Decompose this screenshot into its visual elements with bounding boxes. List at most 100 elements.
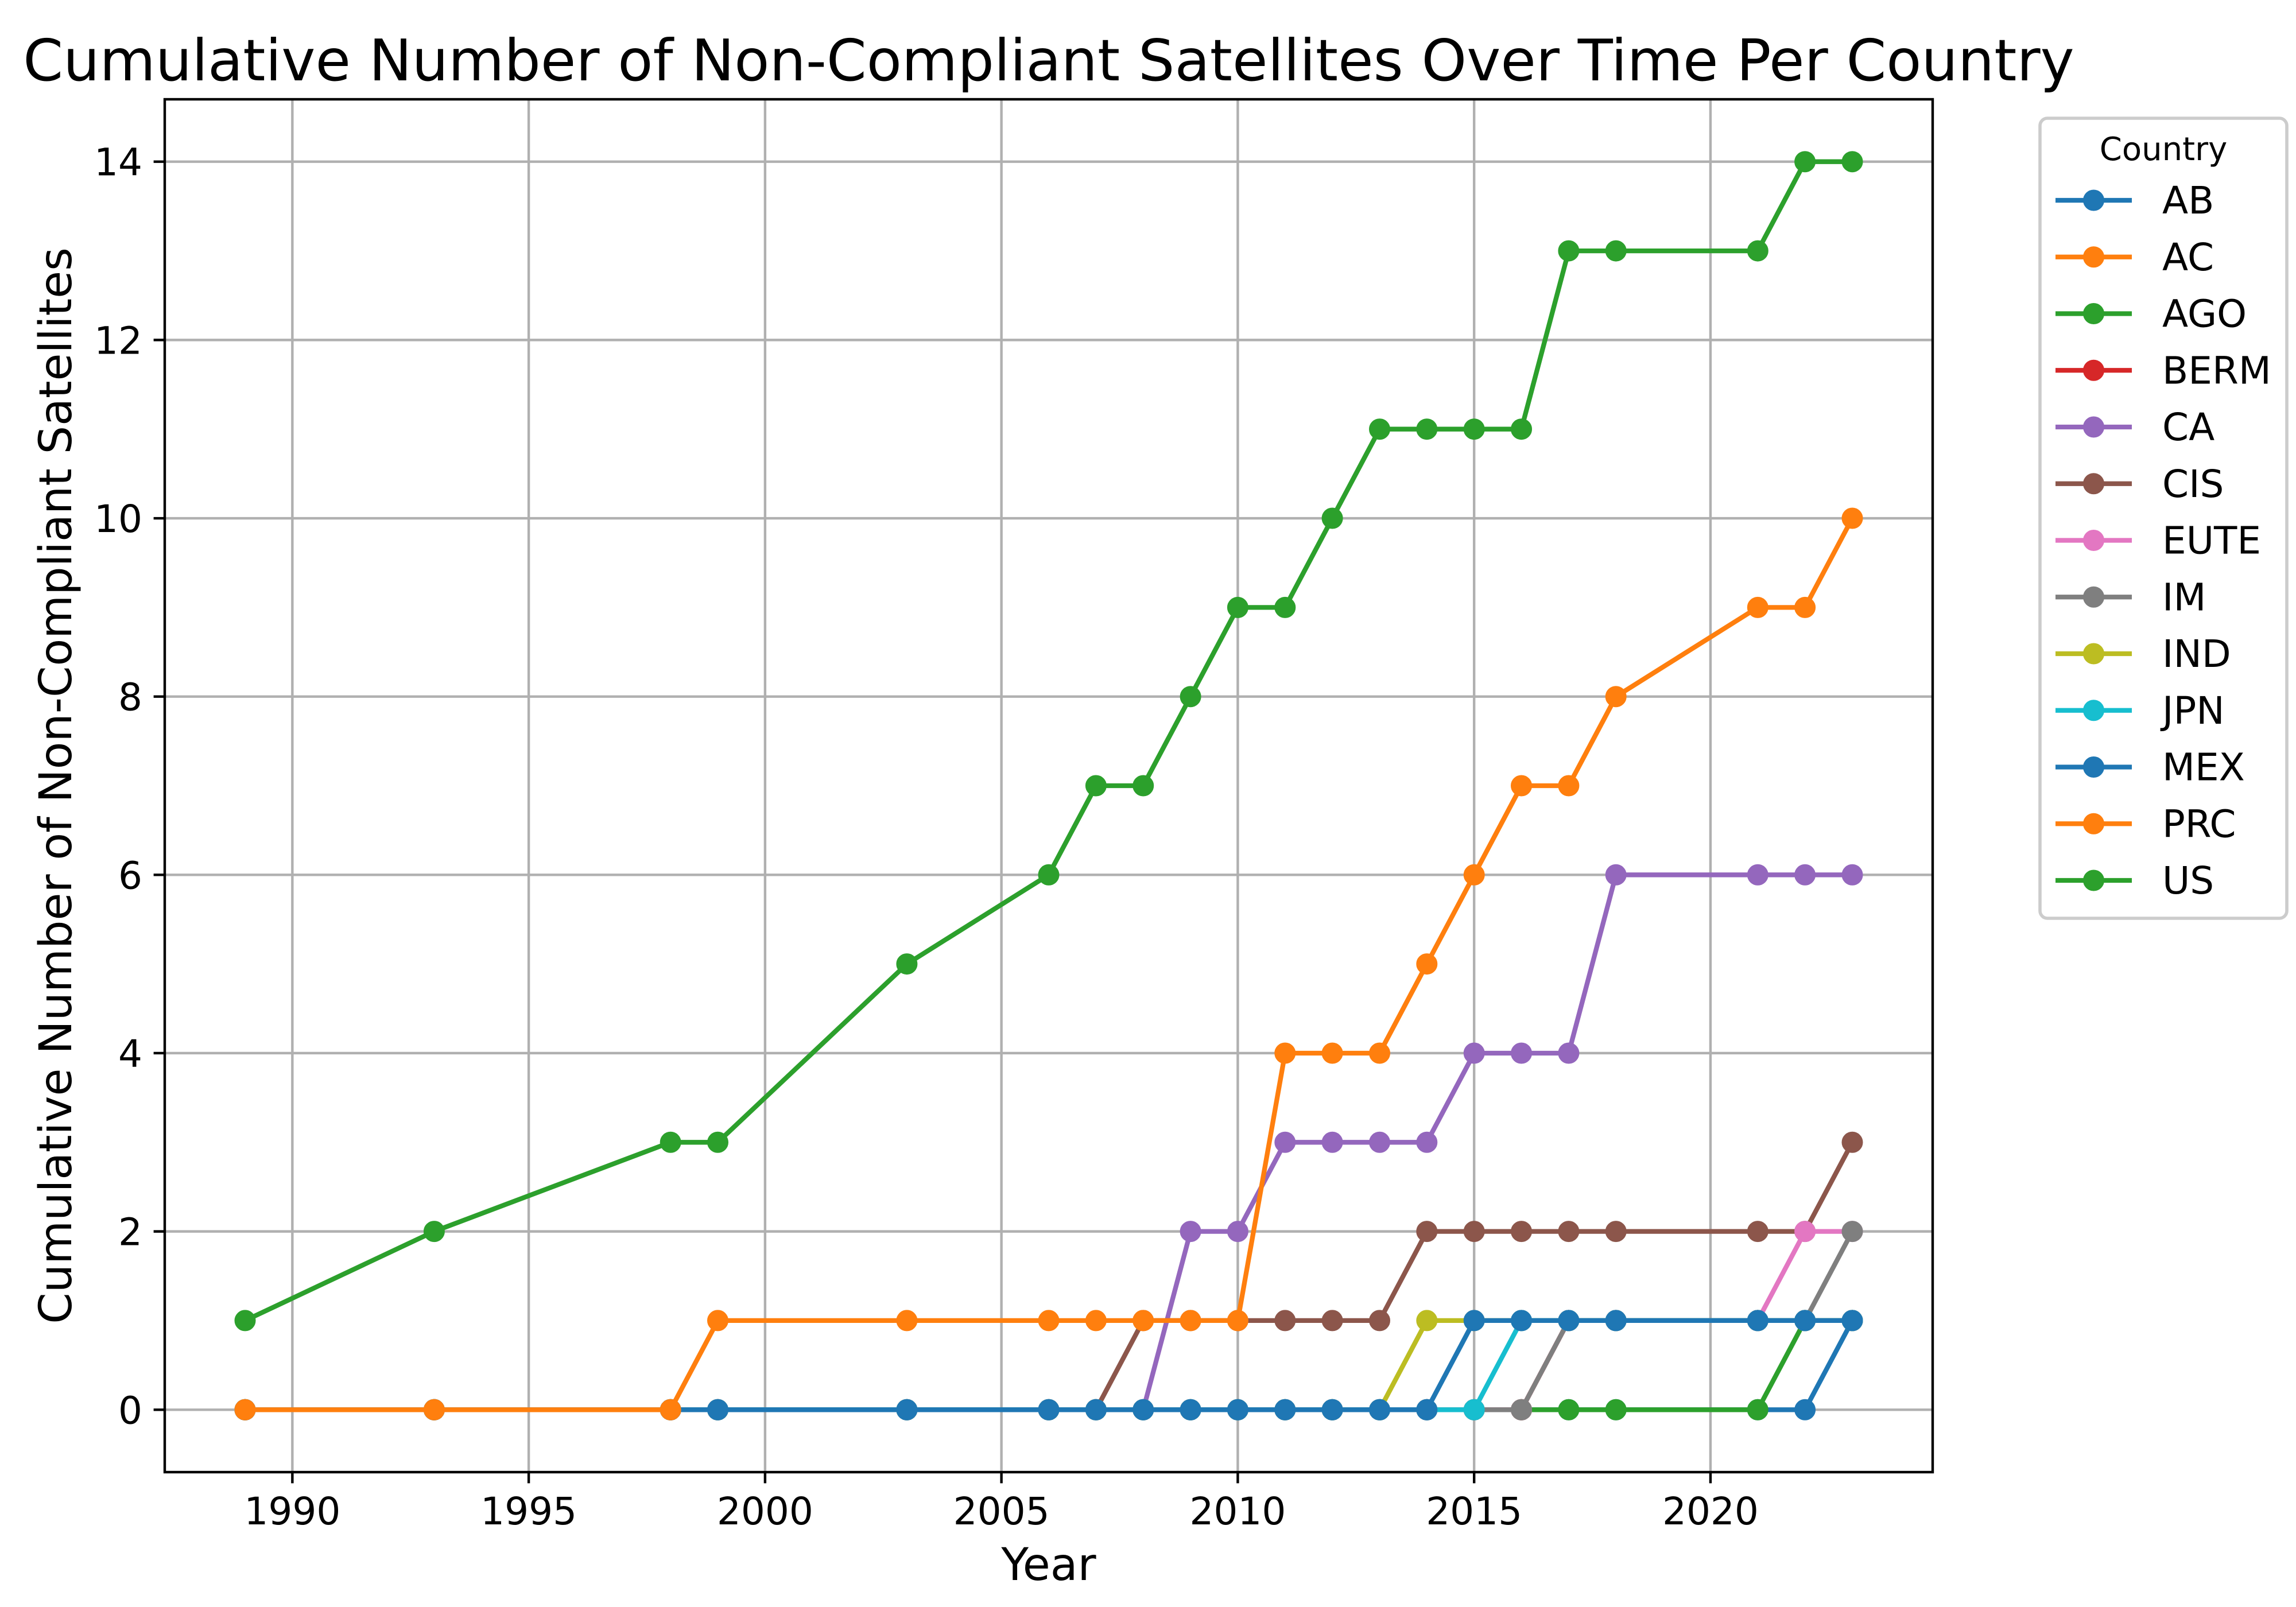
legend-label-berm: BERM <box>2162 348 2271 393</box>
data-point-prc-2022 <box>1794 596 1816 618</box>
legend-item-jpn: JPN <box>2055 689 2225 733</box>
legend-label-ab: AB <box>2162 178 2214 223</box>
data-point-ca-2012 <box>1321 1131 1343 1153</box>
data-point-us-2011 <box>1274 596 1296 618</box>
plot-frame <box>163 98 1934 1474</box>
data-point-ca-2018 <box>1605 864 1627 886</box>
legend-item-mex: MEX <box>2055 746 2245 790</box>
data-point-us-2015 <box>1463 418 1485 440</box>
data-point-cis-2023 <box>1841 1131 1863 1153</box>
data-point-us-1989 <box>234 1310 256 1332</box>
x-tick-label: 1990 <box>244 1489 340 1534</box>
data-point-prc-2015 <box>1463 864 1485 886</box>
x-tick-label: 2000 <box>717 1489 813 1534</box>
data-point-cis-2014 <box>1416 1221 1438 1243</box>
data-point-ind-2014 <box>1416 1310 1438 1332</box>
data-point-cis-2013 <box>1369 1310 1390 1332</box>
y-tick-label: 2 <box>118 1210 142 1255</box>
data-point-ago-2018 <box>1605 1399 1627 1420</box>
data-point-mex-2013 <box>1369 1399 1390 1420</box>
legend-item-ab: AB <box>2055 178 2214 223</box>
data-point-prc-1993 <box>423 1399 445 1420</box>
x-tick-label: 2015 <box>1426 1489 1522 1534</box>
chart-title: Cumulative Number of Non-Compliant Satel… <box>23 27 2074 94</box>
data-point-us-2009 <box>1180 686 1201 708</box>
data-point-mex-2009 <box>1180 1399 1201 1420</box>
legend-marker-mex <box>2083 756 2104 778</box>
data-point-ab-2022 <box>1794 1399 1816 1420</box>
legend-label-ago: AGO <box>2162 292 2247 336</box>
data-point-mex-2023 <box>1841 1310 1863 1332</box>
data-point-prc-2018 <box>1605 686 1627 708</box>
data-point-cis-2016 <box>1511 1221 1532 1243</box>
data-point-prc-2006 <box>1038 1310 1060 1332</box>
data-point-ca-2021 <box>1747 864 1768 886</box>
legend-marker-ac <box>2083 246 2104 268</box>
legend-marker-berm <box>2083 359 2104 381</box>
data-point-us-2018 <box>1605 240 1627 262</box>
y-tick-label: 4 <box>118 1032 142 1076</box>
data-point-prc-2021 <box>1747 596 1768 618</box>
legend-label-ind: IND <box>2162 632 2231 676</box>
data-point-ca-2010 <box>1227 1221 1248 1243</box>
data-point-us-1993 <box>423 1221 445 1243</box>
legend-label-ac: AC <box>2162 235 2214 280</box>
legend-label-jpn: JPN <box>2160 689 2225 733</box>
data-point-prc-2012 <box>1321 1042 1343 1064</box>
data-point-cis-2021 <box>1747 1221 1768 1243</box>
data-point-us-2007 <box>1085 775 1107 797</box>
legend-item-ac: AC <box>2055 235 2214 280</box>
legend-marker-ind <box>2083 643 2104 665</box>
legend-item-ca: CA <box>2055 405 2214 449</box>
data-point-us-2012 <box>1321 507 1343 529</box>
data-point-mex-2003 <box>896 1399 918 1420</box>
y-tick-label: 10 <box>94 497 142 541</box>
data-point-ca-2016 <box>1511 1042 1532 1064</box>
data-point-us-2003 <box>896 953 918 975</box>
data-point-ago-2017 <box>1558 1399 1580 1420</box>
data-point-mex-2015 <box>1463 1310 1485 1332</box>
data-point-us-1999 <box>707 1131 728 1153</box>
data-point-mex-2011 <box>1274 1399 1296 1420</box>
axes: 1990 1995 2000 2005 2010 2015 2020 0 2 4 6 8 10 12 14 <box>94 141 1759 1534</box>
data-point-ago-2021 <box>1747 1399 1768 1420</box>
data-point-eute-2022 <box>1794 1221 1816 1243</box>
data-point-cis-2015 <box>1463 1221 1485 1243</box>
data-point-prc-2023 <box>1841 507 1863 529</box>
data-point-ca-2014 <box>1416 1131 1438 1153</box>
legend-entries: AB AC AGO BERM CA CIS EUTE IM IND JPN MEX PRC US <box>2055 178 2271 903</box>
x-axis-label: Year <box>1000 1539 1096 1591</box>
data-point-prc-1998 <box>660 1399 681 1420</box>
data-point-us-2022 <box>1794 151 1816 173</box>
data-point-prc-2009 <box>1180 1310 1201 1332</box>
data-point-jpn-2015 <box>1463 1399 1485 1420</box>
data-point-mex-2022 <box>1794 1310 1816 1332</box>
data-point-ca-2011 <box>1274 1131 1296 1153</box>
legend-item-im: IM <box>2055 575 2206 619</box>
data-point-mex-1999 <box>707 1399 728 1420</box>
legend-marker-us <box>2083 870 2104 891</box>
series-us <box>234 151 1863 1332</box>
data-point-ca-2023 <box>1841 864 1863 886</box>
legend-marker-jpn <box>2083 700 2104 721</box>
data-point-us-2021 <box>1747 240 1768 262</box>
y-tick-label: 8 <box>118 676 142 720</box>
data-point-prc-2008 <box>1133 1310 1154 1332</box>
legend-marker-ab <box>2083 189 2104 211</box>
data-point-prc-2017 <box>1558 775 1580 797</box>
x-tick-label: 2020 <box>1662 1489 1759 1534</box>
data-point-ca-2013 <box>1369 1131 1390 1153</box>
legend-item-ind: IND <box>2055 632 2231 676</box>
data-point-mex-2018 <box>1605 1310 1627 1332</box>
legend-item-eute: EUTE <box>2055 519 2261 563</box>
legend-item-ago: AGO <box>2055 292 2247 336</box>
data-point-mex-2006 <box>1038 1399 1060 1420</box>
y-tick-label: 0 <box>118 1388 142 1433</box>
plot-area <box>234 151 1863 1420</box>
x-tick-label: 2010 <box>1189 1489 1286 1534</box>
data-point-us-2023 <box>1841 151 1863 173</box>
data-point-prc-2010 <box>1227 1310 1248 1332</box>
data-point-prc-2014 <box>1416 953 1438 975</box>
